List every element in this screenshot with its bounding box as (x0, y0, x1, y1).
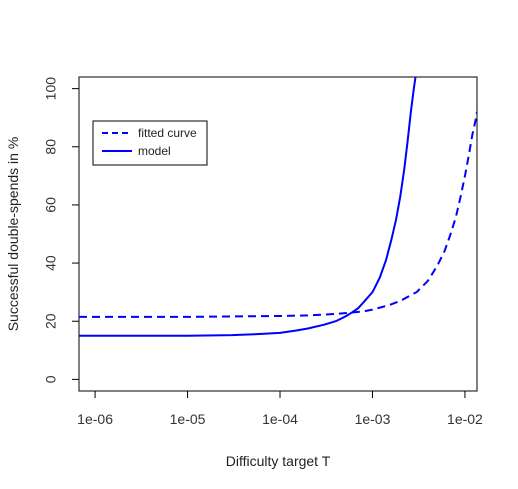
series-layer (79, 77, 477, 337)
y-tick-label: 60 (43, 197, 59, 213)
y-tick-label: 20 (43, 313, 59, 329)
y-axis-title: Successful double-spends in % (5, 137, 21, 332)
legend: fitted curve model (92, 120, 208, 166)
y-tick-label: 80 (43, 139, 59, 155)
series-line-fitted-curve (79, 111, 477, 318)
y-tick-label: 0 (43, 375, 59, 383)
x-axis-title: Difficulty target T (226, 453, 331, 469)
x-tick-label: 1e-05 (170, 411, 206, 427)
y-tick-label: 40 (43, 255, 59, 271)
x-tick-label: 1e-06 (77, 411, 113, 427)
y-axis: 0 20 40 60 80 100 (43, 77, 80, 383)
legend-label-model: model (138, 144, 171, 158)
y-tick-label: 100 (43, 77, 59, 101)
series-line-model (79, 77, 417, 337)
legend-label-fitted-curve: fitted curve (138, 126, 197, 140)
x-tick-label: 1e-02 (447, 411, 483, 427)
x-tick-label: 1e-04 (262, 411, 298, 427)
x-axis: 1e-06 1e-05 1e-04 1e-03 1e-02 (77, 390, 483, 427)
legend-box (92, 120, 208, 166)
x-tick-label: 1e-03 (355, 411, 391, 427)
